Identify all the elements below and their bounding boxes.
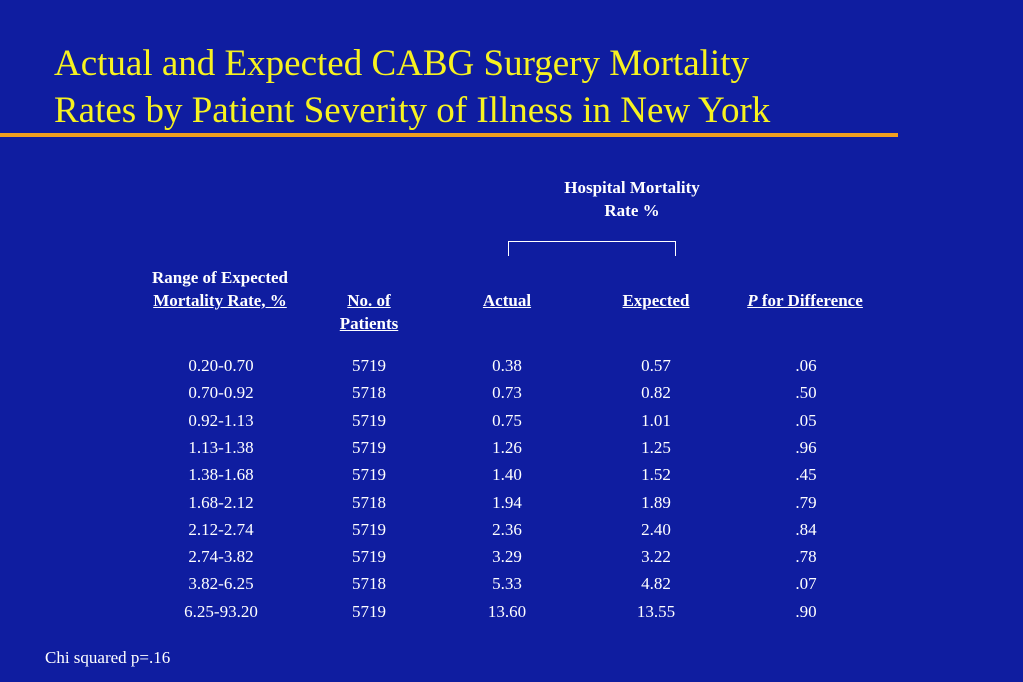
cell-patients: 5719 [352, 601, 386, 621]
cell-expected: 0.57 [641, 356, 671, 375]
cell-p: .84 [795, 519, 817, 539]
header-patients: No. of Patients [314, 289, 424, 335]
cell-p: .78 [795, 547, 817, 567]
cell-range: 2.74-3.82 [188, 547, 254, 567]
title-divider [0, 133, 898, 137]
cell-actual: 1.26 [492, 437, 522, 457]
cell-actual: 1.94 [492, 492, 522, 512]
cell-p: .05 [795, 410, 817, 430]
cell-patients: 5719 [352, 437, 386, 457]
cell-p: .50 [795, 383, 817, 403]
cell-range: 6.25-93.20 [184, 601, 258, 621]
cell-actual: 13.60 [487, 601, 527, 621]
cell-p: .96 [795, 437, 817, 457]
cell-range: 1.38-1.68 [188, 465, 254, 485]
header-actual-label: Actual [482, 291, 532, 310]
cell-patients: 5719 [352, 547, 386, 567]
group-header: Hospital Mortality Rate % [552, 176, 712, 222]
cell-p: .06 [795, 356, 817, 375]
cell-expected: 1.25 [641, 437, 671, 457]
cell-actual: 3.29 [492, 547, 522, 567]
cell-actual: 1.40 [492, 465, 522, 485]
cell-range: 1.13-1.38 [188, 437, 254, 457]
slide-title: Actual and Expected CABG Surgery Mortali… [54, 40, 954, 134]
slide-title-line1: Actual and Expected CABG Surgery Mortali… [54, 43, 749, 84]
cell-expected: 4.82 [641, 574, 671, 594]
slide-title-line2: Rates by Patient Severity of Illness in … [54, 90, 771, 131]
cell-patients: 5719 [352, 465, 386, 485]
cell-patients: 5718 [352, 383, 386, 403]
group-header-line2: Rate % [604, 201, 660, 220]
cell-patients: 5719 [352, 519, 386, 539]
cell-range: 0.20-0.70 [188, 356, 254, 375]
cell-range: 2.12-2.74 [188, 519, 254, 539]
cell-patients: 5718 [352, 492, 386, 512]
cell-p: .79 [795, 492, 817, 512]
header-p-rest: for Difference [757, 291, 863, 310]
cell-expected: 13.55 [636, 601, 676, 621]
group-header-line1: Hospital Mortality [564, 178, 700, 197]
cell-range: 0.92-1.13 [188, 410, 254, 430]
cell-actual: 2.36 [492, 519, 522, 539]
cell-range: 1.68-2.12 [188, 492, 254, 512]
header-range-line2: Mortality Rate, % [153, 291, 287, 310]
cell-p: .07 [795, 574, 817, 594]
cell-expected: 1.52 [641, 465, 671, 485]
cell-actual: 0.38 [492, 356, 522, 375]
cell-expected: 0.82 [641, 383, 671, 403]
header-patients-line1: No. of [347, 291, 391, 310]
header-patients-line2: Patients [339, 314, 399, 333]
cell-p: .90 [795, 601, 817, 621]
header-expected-label: Expected [622, 291, 690, 310]
footnote: Chi squared p=.16 [45, 648, 171, 667]
cell-patients: 5719 [352, 410, 386, 430]
header-p-difference: P for Difference [715, 289, 895, 312]
header-p-italic: P [747, 291, 758, 310]
header-range-line1: Range of Expected [152, 268, 288, 287]
cell-expected: 2.40 [641, 519, 671, 539]
cell-range: 3.82-6.25 [188, 574, 254, 594]
cell-actual: 5.33 [492, 574, 522, 594]
cell-expected: 3.22 [641, 547, 671, 567]
group-bracket [508, 241, 676, 256]
cell-range: 0.70-0.92 [188, 383, 254, 403]
cell-actual: 0.75 [492, 410, 522, 430]
cell-actual: 0.73 [492, 383, 522, 403]
header-range: Range of Expected Mortality Rate, % [130, 266, 310, 312]
cell-expected: 1.89 [641, 492, 671, 512]
header-expected: Expected [586, 289, 726, 312]
cell-p: .45 [795, 465, 817, 485]
cell-patients: 5719 [352, 356, 386, 375]
cell-expected: 1.01 [641, 410, 671, 430]
header-actual: Actual [437, 289, 577, 312]
cell-patients: 5718 [352, 574, 386, 594]
